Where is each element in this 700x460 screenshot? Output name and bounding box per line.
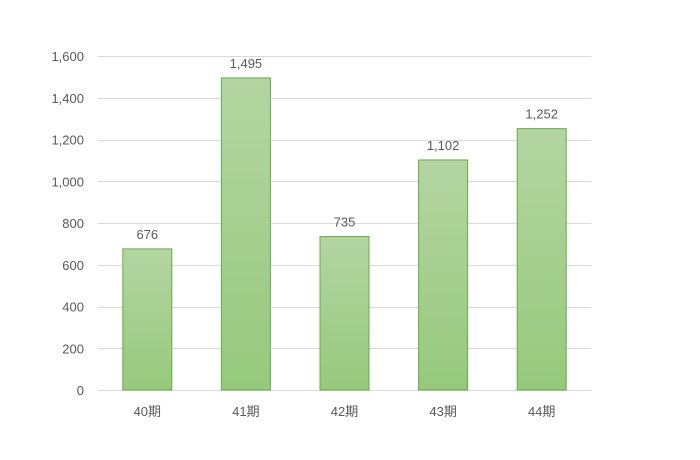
y-axis-tick-labels: 0 200 400 600 800 1,000 1,200 1,400 1,600 <box>51 49 84 398</box>
bar <box>516 128 567 391</box>
data-labels: 676 1,495 735 1,102 1,252 <box>136 56 558 242</box>
gridlines <box>98 56 591 391</box>
bar <box>122 248 173 391</box>
bar <box>319 236 370 391</box>
y-tick-label: 200 <box>62 341 84 356</box>
y-tick-label: 1,400 <box>51 91 84 106</box>
data-label: 676 <box>136 227 158 242</box>
x-tick-label: 41期 <box>232 404 259 419</box>
bar <box>220 77 271 391</box>
x-tick-label: 40期 <box>134 404 161 419</box>
data-label: 1,495 <box>230 56 263 71</box>
x-tick-label: 42期 <box>331 404 358 419</box>
y-tick-label: 400 <box>62 300 84 315</box>
x-tick-label: 43期 <box>429 404 456 419</box>
bar <box>418 159 469 391</box>
y-tick-label: 1,000 <box>51 174 84 189</box>
y-tick-label: 0 <box>77 383 84 398</box>
data-label: 1,102 <box>427 138 460 153</box>
data-label: 735 <box>334 215 356 230</box>
bars <box>122 77 567 391</box>
y-tick-label: 1,200 <box>51 133 84 148</box>
data-label: 1,252 <box>525 107 558 122</box>
y-tick-label: 800 <box>62 216 84 231</box>
x-tick-label: 44期 <box>528 404 555 419</box>
x-axis-tick-labels: 40期 41期 42期 43期 44期 <box>134 404 556 419</box>
y-tick-label: 600 <box>62 258 84 273</box>
y-tick-label: 1,600 <box>51 49 84 64</box>
